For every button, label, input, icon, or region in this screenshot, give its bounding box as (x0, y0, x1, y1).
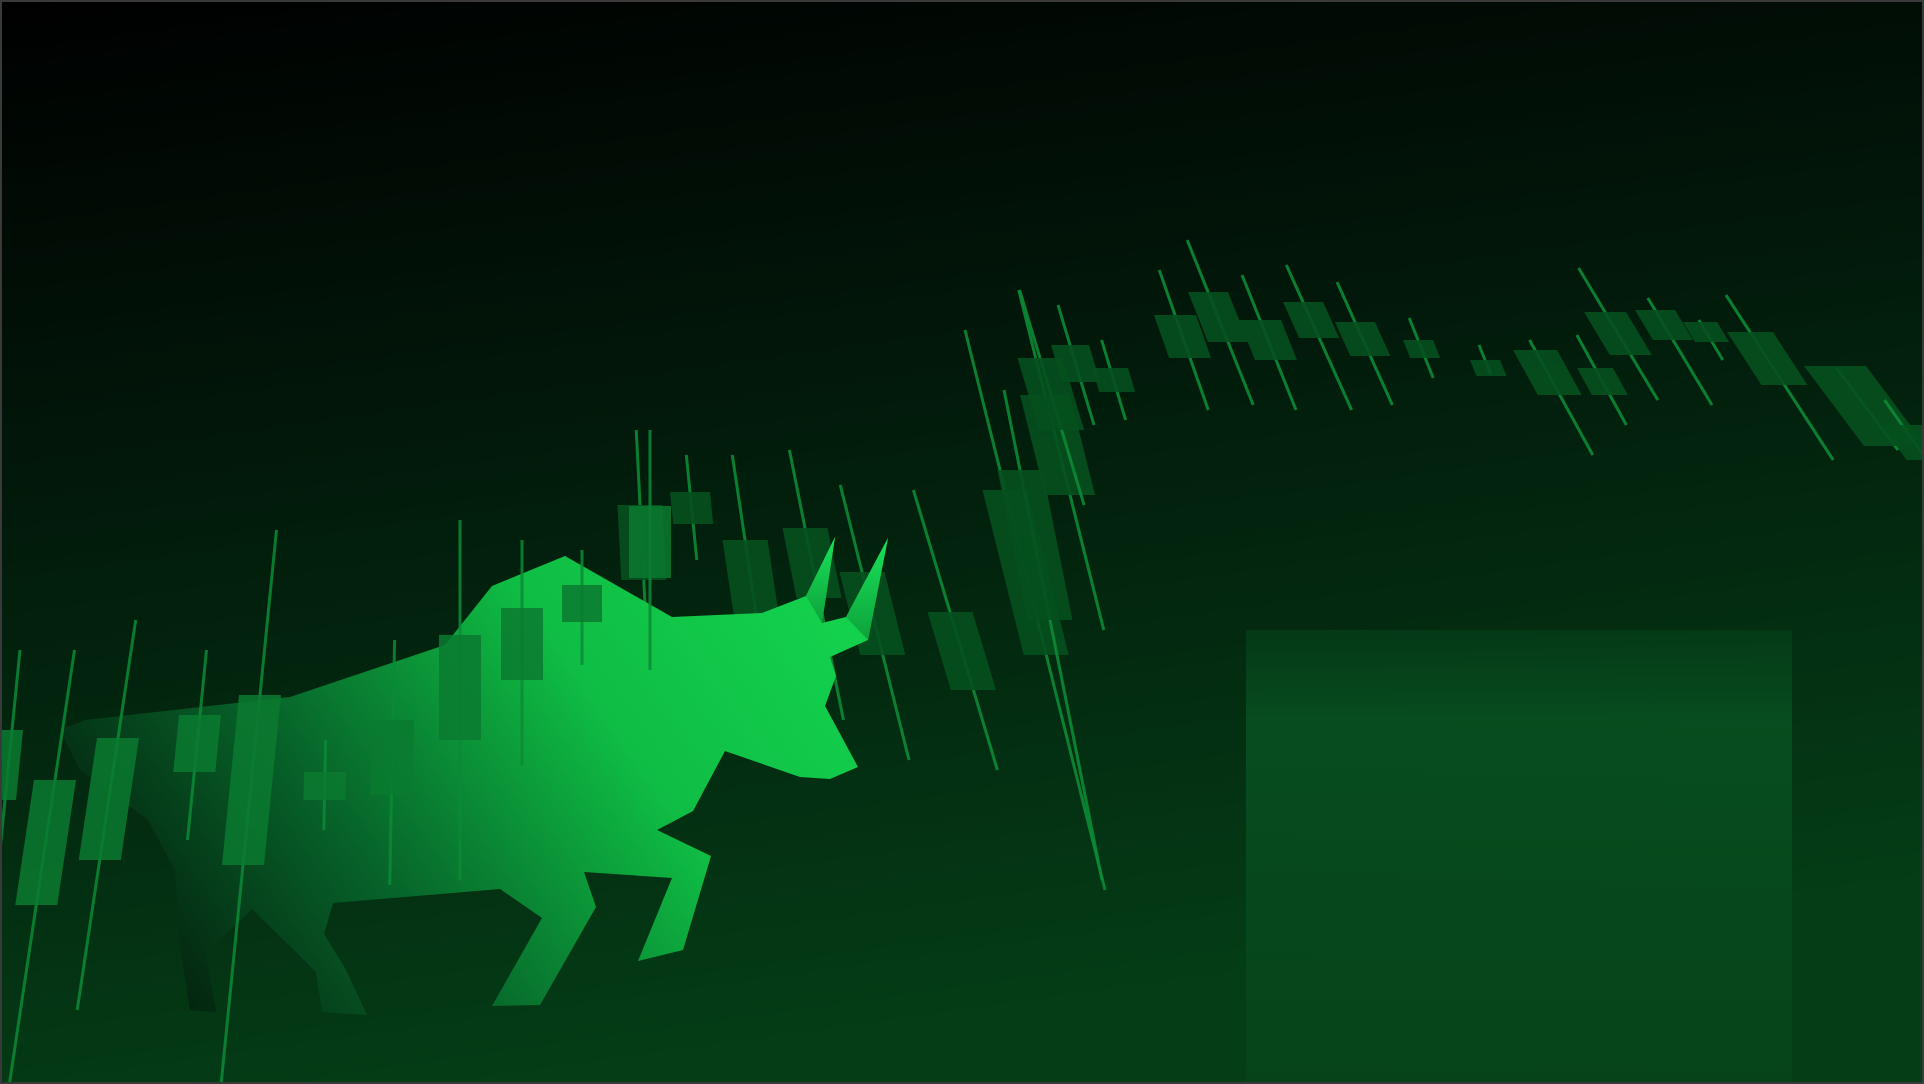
candle-body (303, 772, 346, 800)
candle-body (1051, 345, 1101, 382)
candle-body (1154, 315, 1212, 358)
candle-body (0, 730, 23, 800)
candle-body (997, 470, 1073, 620)
candle-body (1403, 340, 1441, 358)
bull-silhouette-icon (60, 537, 888, 1015)
candle-body (562, 585, 602, 622)
bull-horn-icon (806, 537, 835, 623)
candle-body (1577, 368, 1628, 395)
candle-body (1188, 292, 1248, 342)
candle-body (927, 612, 996, 690)
candle-body (670, 492, 714, 524)
candle-body (1239, 320, 1297, 360)
candle-body (222, 695, 281, 865)
candle-body (78, 738, 139, 860)
front-candles-layer (0, 430, 671, 1084)
candle-body (501, 608, 543, 680)
candle-body (629, 506, 671, 578)
candle-body (370, 720, 414, 795)
candle-body (1727, 332, 1808, 385)
bull-horn-icon (846, 538, 888, 640)
candle-body (722, 540, 780, 620)
candle-body (1882, 425, 1924, 460)
candle-body (15, 780, 76, 905)
candle-body (173, 715, 221, 772)
candle-wick (0, 649, 22, 866)
candle-body (1283, 302, 1340, 338)
candle-body (439, 635, 481, 740)
candle-body (1335, 322, 1391, 356)
candle-body (1513, 350, 1582, 395)
candle-body (1683, 322, 1729, 342)
candle-body (1470, 360, 1507, 376)
candle-body (1092, 368, 1136, 392)
candle-body (1635, 310, 1693, 340)
candle-body (1584, 312, 1652, 355)
background-panel (1246, 630, 1792, 1084)
